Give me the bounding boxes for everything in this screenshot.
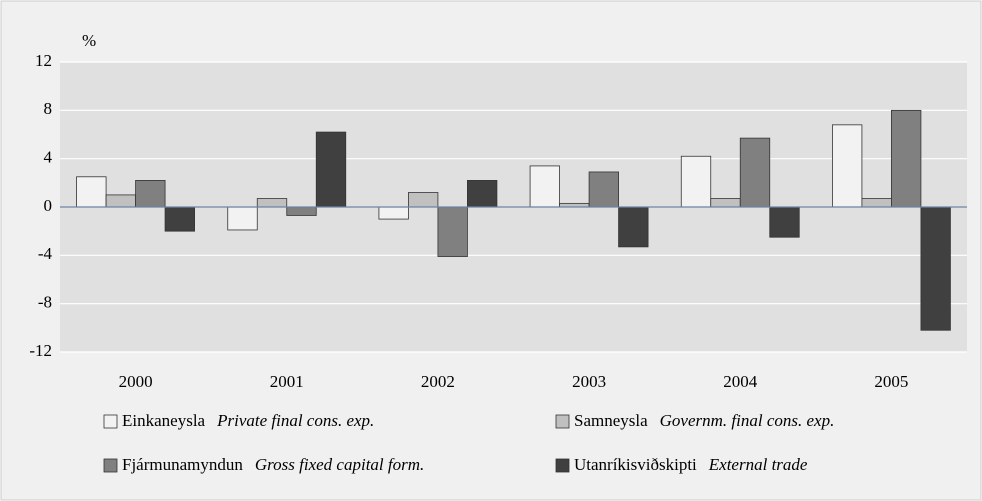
bar <box>680 155 712 208</box>
y-axis-label: % <box>82 31 96 50</box>
bar <box>588 171 619 208</box>
y-tick-label: 0 <box>44 196 53 215</box>
legend-label: Samneysla Governm. final cons. exp. <box>574 411 834 430</box>
legend-swatch <box>555 414 570 429</box>
bar <box>710 198 741 208</box>
bar <box>135 180 166 208</box>
bar <box>832 124 863 208</box>
bar <box>164 206 195 232</box>
y-tick-label: -4 <box>38 244 53 263</box>
legend-label: Einkaneysla Private final cons. exp. <box>122 411 374 430</box>
bar <box>861 198 892 208</box>
bar <box>256 198 288 208</box>
legend-label: Fjármunamyndun Gross fixed capital form. <box>122 455 424 474</box>
bar <box>920 206 951 331</box>
legend-name: Einkaneysla <box>122 411 206 430</box>
x-tick-label: 2004 <box>723 372 758 391</box>
legend-label: Utanríkisviðskipti External trade <box>574 455 808 474</box>
y-tick-label: 12 <box>35 51 52 70</box>
legend-description: Private final cons. exp. <box>216 411 374 430</box>
x-tick-label: 2001 <box>270 372 304 391</box>
x-tick-label: 2005 <box>874 372 908 391</box>
legend-swatch <box>555 458 570 473</box>
legend-swatch <box>103 414 118 429</box>
bar <box>105 194 136 208</box>
bar <box>378 206 409 220</box>
bar <box>529 165 560 208</box>
legend-name: Samneysla <box>574 411 648 430</box>
legend-name: Utanríkisviðskipti <box>574 455 697 474</box>
legend-description: Governm. final cons. exp. <box>660 411 835 430</box>
x-tick-label: 2002 <box>421 372 455 391</box>
bar <box>286 206 317 216</box>
x-tick-label: 2000 <box>119 372 153 391</box>
y-tick-label: 4 <box>44 148 53 167</box>
bar <box>467 180 498 208</box>
bar <box>437 206 468 257</box>
bar <box>76 176 107 208</box>
y-tick-label: -8 <box>38 293 52 312</box>
bar <box>739 137 771 208</box>
bar <box>315 131 347 208</box>
legend-swatch <box>103 458 118 473</box>
legend-description: External trade <box>708 455 808 474</box>
y-tick-label: 8 <box>44 99 53 118</box>
bar <box>408 192 439 208</box>
bar <box>891 109 922 208</box>
legend-description: Gross fixed capital form. <box>255 455 424 474</box>
y-tick-label: -12 <box>29 341 52 360</box>
bar <box>769 206 800 238</box>
x-tick-label: 2003 <box>572 372 606 391</box>
legend-name: Fjármunamyndun <box>122 455 243 474</box>
bar <box>227 206 258 231</box>
bar <box>618 206 649 248</box>
